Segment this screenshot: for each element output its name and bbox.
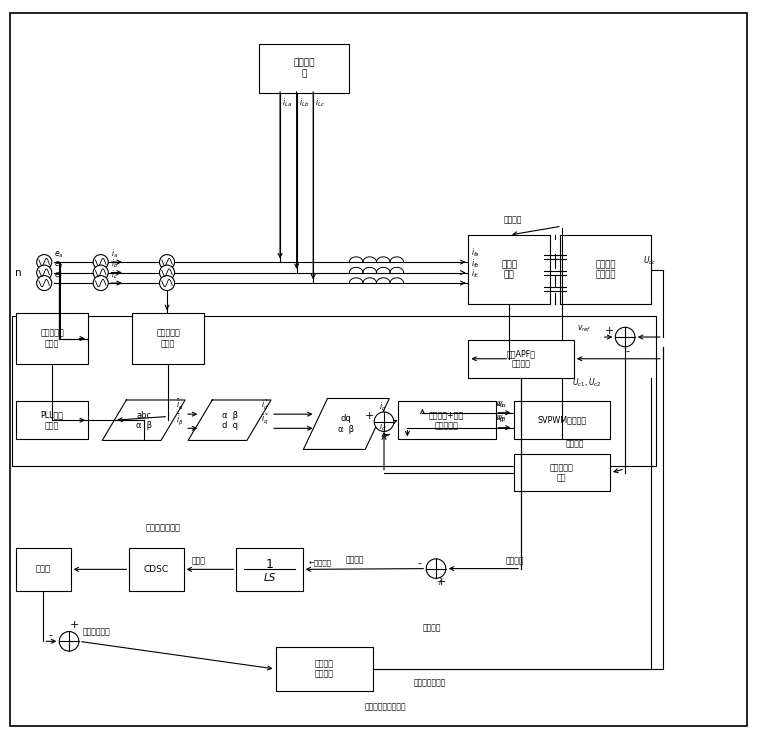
Text: $i_q$: $i_q$ <box>380 401 387 414</box>
Text: 比例积分控
制器: 比例积分控 制器 <box>550 463 574 482</box>
Text: $U_{c1},U_{c2}$: $U_{c1},U_{c2}$ <box>572 376 601 389</box>
Text: $v_\alpha$: $v_\alpha$ <box>497 400 507 411</box>
Text: 电感电压: 电感电压 <box>345 555 364 564</box>
Text: 电感电压: 电感电压 <box>506 556 524 565</box>
Text: 非线性负
荷: 非线性负 荷 <box>294 59 315 78</box>
Text: 中点电位: 中点电位 <box>423 624 442 632</box>
Text: $v_\alpha$: $v_\alpha$ <box>495 400 505 411</box>
Circle shape <box>427 559 446 578</box>
Text: 有偏移的初步补: 有偏移的初步补 <box>146 524 181 532</box>
Text: 中点电位
闭环调节: 中点电位 闭环调节 <box>315 659 334 679</box>
Text: 偏移量: 偏移量 <box>36 565 51 574</box>
FancyBboxPatch shape <box>129 547 184 591</box>
Text: $i_{fc}$: $i_{fc}$ <box>471 267 480 280</box>
Text: $i_{Lb}$: $i_{Lb}$ <box>299 97 309 109</box>
FancyBboxPatch shape <box>514 454 610 492</box>
FancyBboxPatch shape <box>17 547 71 591</box>
FancyBboxPatch shape <box>514 402 610 439</box>
Text: 三电平
拓扑: 三电平 拓扑 <box>501 260 517 279</box>
Text: $i_a$: $i_a$ <box>111 248 118 260</box>
Circle shape <box>93 276 109 291</box>
Text: α  β
d  q: α β d q <box>222 411 238 430</box>
Text: $i_d^*$: $i_d^*$ <box>261 397 269 412</box>
FancyBboxPatch shape <box>468 340 574 378</box>
Text: CDSC: CDSC <box>144 565 169 574</box>
Circle shape <box>36 254 52 270</box>
Text: $e_b$: $e_b$ <box>54 260 64 270</box>
Text: 交流电流采
集模块: 交流电流采 集模块 <box>156 329 180 348</box>
Text: n: n <box>14 267 21 278</box>
Text: 直流电压
采集模块: 直流电压 采集模块 <box>595 260 616 279</box>
Polygon shape <box>188 400 271 440</box>
Text: +: + <box>605 326 614 336</box>
FancyBboxPatch shape <box>17 402 88 439</box>
Text: $\bar{i}_\beta$: $\bar{i}_\beta$ <box>176 412 184 427</box>
Circle shape <box>59 632 79 651</box>
Text: $i_c$: $i_c$ <box>111 268 118 281</box>
Text: $i_{fa}$: $i_{fa}$ <box>471 247 480 259</box>
Text: 比例积分+比例
谐振控制器: 比例积分+比例 谐振控制器 <box>429 411 464 430</box>
Text: -: - <box>49 630 52 640</box>
Text: $U_{dc}$: $U_{dc}$ <box>643 255 657 267</box>
Text: PLL锁相
环模块: PLL锁相 环模块 <box>41 411 64 430</box>
Circle shape <box>616 327 635 347</box>
Text: +: + <box>436 578 446 587</box>
Text: $i_d$: $i_d$ <box>380 421 387 433</box>
Text: 冗余小矢量调节: 冗余小矢量调节 <box>414 678 446 687</box>
FancyBboxPatch shape <box>259 44 349 93</box>
Circle shape <box>93 265 109 280</box>
FancyBboxPatch shape <box>17 313 88 364</box>
Text: $i_b$: $i_b$ <box>111 257 118 270</box>
Text: -: - <box>626 346 630 356</box>
Text: $v_{ref}$: $v_{ref}$ <box>577 324 591 334</box>
Text: 驱动信号: 驱动信号 <box>565 439 584 448</box>
FancyBboxPatch shape <box>132 313 204 364</box>
Text: 1: 1 <box>266 558 273 571</box>
Text: 驱动信号: 驱动信号 <box>504 215 522 224</box>
Text: 交流电压采
集模块: 交流电压采 集模块 <box>40 329 64 348</box>
Text: LS: LS <box>263 573 276 583</box>
Text: $i_{fb}$: $i_{fb}$ <box>471 257 480 270</box>
Text: $i_{Lc}$: $i_{Lc}$ <box>316 97 326 109</box>
Circle shape <box>374 412 394 431</box>
Polygon shape <box>304 399 389 449</box>
Text: $e_c$: $e_c$ <box>54 270 64 281</box>
Circle shape <box>36 276 52 291</box>
Text: -: - <box>385 430 389 440</box>
FancyBboxPatch shape <box>236 547 303 591</box>
Text: 精确补偿电流: 精确补偿电流 <box>83 628 110 636</box>
Circle shape <box>93 254 109 270</box>
Circle shape <box>159 254 175 270</box>
Text: $e_a$: $e_a$ <box>54 249 64 260</box>
Text: +: + <box>70 620 79 630</box>
FancyBboxPatch shape <box>560 235 650 304</box>
Text: ←电感电压: ←电感电压 <box>309 559 332 565</box>
Polygon shape <box>102 400 185 440</box>
Text: 偏电流: 偏电流 <box>191 556 205 565</box>
Text: 电压矢量所处的区域: 电压矢量所处的区域 <box>364 703 406 712</box>
Text: abc
α  β: abc α β <box>136 411 152 430</box>
Text: $i_q^*$: $i_q^*$ <box>261 411 269 427</box>
Text: -: - <box>417 558 421 568</box>
Circle shape <box>36 265 52 280</box>
Text: 计算APF端
口相电压: 计算APF端 口相电压 <box>507 349 536 368</box>
Text: SVPWM调制模块: SVPWM调制模块 <box>537 416 587 425</box>
Text: $v_\beta$: $v_\beta$ <box>497 414 507 426</box>
FancyBboxPatch shape <box>398 402 496 439</box>
FancyBboxPatch shape <box>276 647 373 691</box>
Text: dq
α  β: dq α β <box>339 414 354 433</box>
Text: $v_\beta$: $v_\beta$ <box>495 414 505 426</box>
Text: i: i <box>439 578 441 587</box>
Text: $\bar{i}_\alpha$: $\bar{i}_\alpha$ <box>176 398 184 412</box>
Circle shape <box>159 276 175 291</box>
FancyBboxPatch shape <box>468 235 550 304</box>
Text: +: + <box>365 411 374 421</box>
Circle shape <box>159 265 175 280</box>
Text: $i_{La}$: $i_{La}$ <box>282 97 292 109</box>
